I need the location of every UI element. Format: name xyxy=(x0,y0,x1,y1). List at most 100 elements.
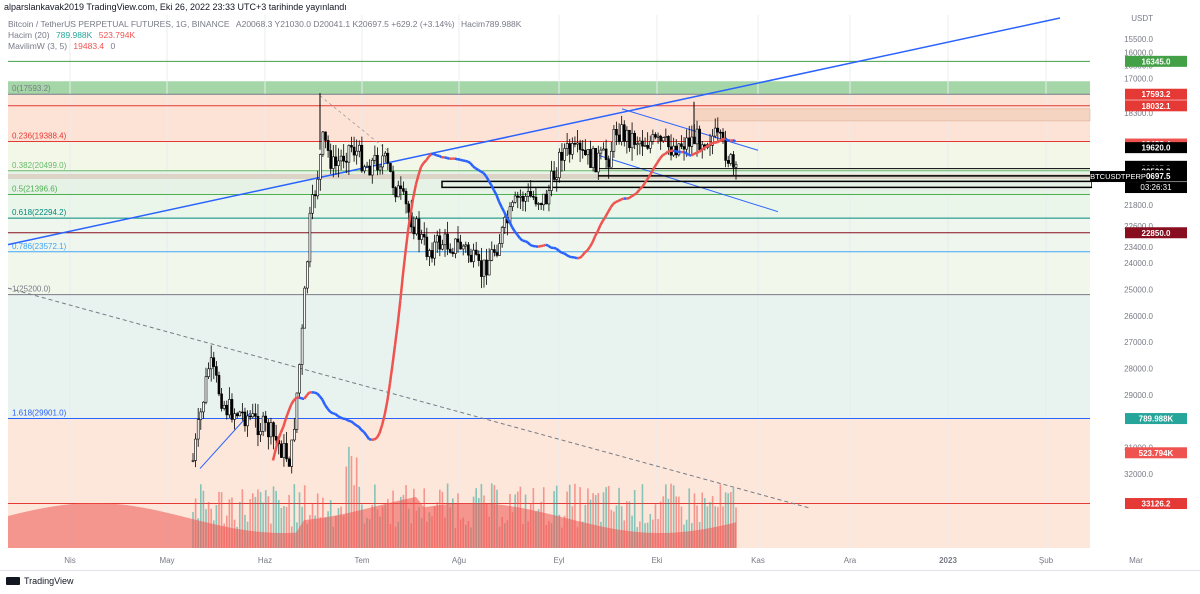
footer-bar: TradingView xyxy=(0,570,1200,594)
mavilim-segment xyxy=(702,148,705,150)
candle-body xyxy=(499,243,501,255)
candle-body xyxy=(408,204,410,213)
candle-body xyxy=(343,156,345,161)
countdown: 03:26:31 xyxy=(1140,183,1172,192)
candle-body xyxy=(465,245,467,246)
candle-body xyxy=(717,128,719,132)
vol-ma-value-2: 523.794K xyxy=(99,30,135,40)
candle-body xyxy=(434,242,436,258)
mavilim-segment xyxy=(455,159,458,160)
mavilim-segment xyxy=(585,250,588,252)
candle-body xyxy=(273,423,275,437)
candle-body xyxy=(491,250,493,261)
candle-body xyxy=(215,367,217,376)
candle-body xyxy=(421,234,423,239)
candle-body xyxy=(267,423,269,437)
price-tick: USDT xyxy=(1131,15,1153,23)
mavilim-segment xyxy=(538,246,541,247)
candle-body xyxy=(527,191,529,196)
price-tag: 16345.0 xyxy=(1142,57,1171,66)
candle-body xyxy=(218,375,220,394)
candle-body xyxy=(452,252,454,253)
ohlc-values: A20068.3 Y21030.0 D20041.1 K20697.5 +629… xyxy=(236,19,455,29)
mavilim-segment xyxy=(707,145,710,147)
time-label: Tem xyxy=(354,556,369,565)
candle-body xyxy=(649,141,651,148)
candle-body xyxy=(556,178,558,180)
candle-body xyxy=(657,136,659,137)
legend-mavilim-row: MavilimW (3, 5) 19483.4 0 xyxy=(8,41,521,52)
candle-body xyxy=(665,136,667,137)
candle-body xyxy=(382,156,384,167)
mavilim-segment xyxy=(473,166,476,168)
tradingview-logo[interactable]: TradingView xyxy=(6,576,74,586)
candle-body xyxy=(543,194,545,205)
candle-body xyxy=(532,196,534,197)
candle-body xyxy=(597,153,599,172)
price-tick: 17000.0 xyxy=(1124,75,1153,84)
candle-body xyxy=(228,399,230,414)
mavilim-segment xyxy=(564,253,567,255)
candle-body xyxy=(641,141,643,146)
mavilim-segment xyxy=(434,154,437,155)
mavilim-segment xyxy=(348,421,351,422)
time-label: Şub xyxy=(1039,556,1054,565)
candle-body xyxy=(722,132,724,138)
candle-body xyxy=(727,160,729,163)
candle-body xyxy=(291,440,293,466)
mavilim-value-2: 0 xyxy=(111,41,116,51)
resistance-box xyxy=(694,109,1090,121)
price-chart[interactable]: 0(17593.2)0.236(19388.4)0.382(20499.0)0.… xyxy=(0,15,1200,570)
price-tick: 32000.0 xyxy=(1124,470,1153,479)
candle-body xyxy=(493,250,495,253)
mavilim-segment xyxy=(699,150,702,152)
candle-body xyxy=(423,234,425,237)
candle-body xyxy=(257,416,259,434)
candle-body xyxy=(602,149,604,150)
candle-body xyxy=(483,260,485,277)
candle-body xyxy=(384,153,386,156)
candle-body xyxy=(480,261,482,277)
mavilim-segment xyxy=(522,241,525,242)
time-label: Eyl xyxy=(553,556,564,565)
candle-body xyxy=(210,358,212,369)
candle-body xyxy=(631,133,633,147)
price-tag: 19620.0 xyxy=(1142,144,1171,153)
price-axis[interactable]: USDT15500.016000.016500.017000.018300.02… xyxy=(1090,15,1200,570)
mavilim-segment xyxy=(694,153,697,154)
candle-body xyxy=(634,133,636,144)
candle-body xyxy=(525,196,527,201)
candle-body xyxy=(514,196,516,202)
candle-body xyxy=(613,129,615,151)
candle-body xyxy=(415,219,417,234)
fib-label: 0.382(20499.0) xyxy=(12,161,67,170)
mavilim-segment xyxy=(465,161,468,162)
mavilim-segment xyxy=(717,141,720,142)
candle-body xyxy=(579,143,581,150)
candle-body xyxy=(221,394,223,409)
candle-body xyxy=(395,188,397,197)
candle-body xyxy=(686,138,688,149)
mavilim-segment xyxy=(683,152,686,153)
mavilim-segment xyxy=(632,195,635,196)
mavilim-segment xyxy=(333,413,336,414)
mavilim-segment xyxy=(613,202,616,204)
mavilim-segment xyxy=(460,160,463,161)
candle-body xyxy=(600,150,602,153)
candle-body xyxy=(473,250,475,261)
mavilim-segment xyxy=(629,196,632,198)
mavilim-segment xyxy=(439,156,442,158)
mavilim-segment xyxy=(733,140,736,141)
candle-body xyxy=(283,443,285,457)
candle-body xyxy=(587,149,589,154)
candle-body xyxy=(652,134,654,141)
fib-label: 0.5(21396.6) xyxy=(12,184,58,193)
candle-body xyxy=(654,134,656,137)
time-label: Ağu xyxy=(452,556,466,565)
time-label: Haz xyxy=(258,556,272,565)
candle-body xyxy=(478,254,480,260)
candle-body xyxy=(309,213,311,262)
fib-zones xyxy=(8,81,1090,548)
mavilim-segment xyxy=(621,199,624,200)
